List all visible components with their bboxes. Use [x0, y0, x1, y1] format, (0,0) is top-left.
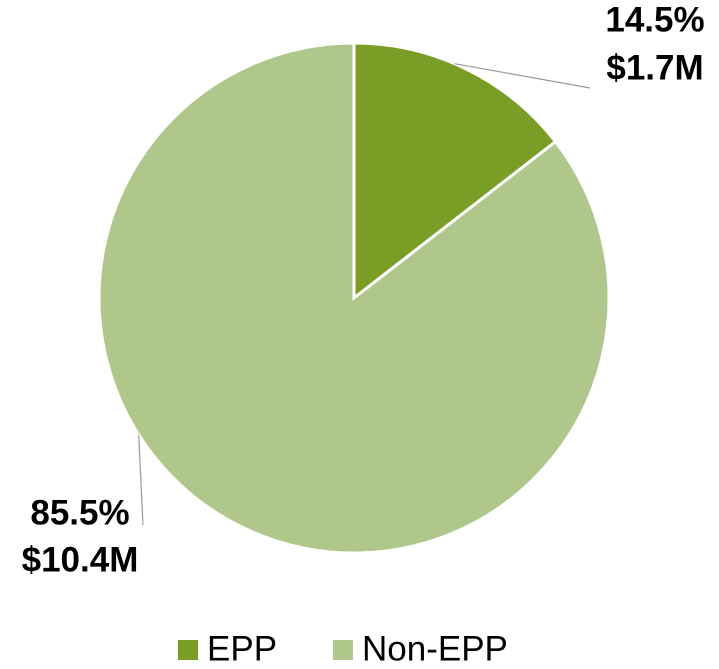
legend-swatch — [333, 640, 353, 660]
leader-line — [454, 63, 591, 89]
pie-slice — [97, 41, 611, 555]
data-label: 85.5% — [30, 493, 129, 532]
legend-swatch — [178, 640, 198, 660]
amount-label: $10.4M — [22, 540, 139, 579]
amount-label: $1.7M — [606, 48, 703, 87]
legend-label: EPP — [207, 629, 277, 668]
pie-slice — [352, 41, 558, 302]
data-label: 14.5% — [605, 0, 704, 39]
legend-label: Non-EPP — [362, 629, 508, 668]
leader-line — [138, 434, 144, 526]
